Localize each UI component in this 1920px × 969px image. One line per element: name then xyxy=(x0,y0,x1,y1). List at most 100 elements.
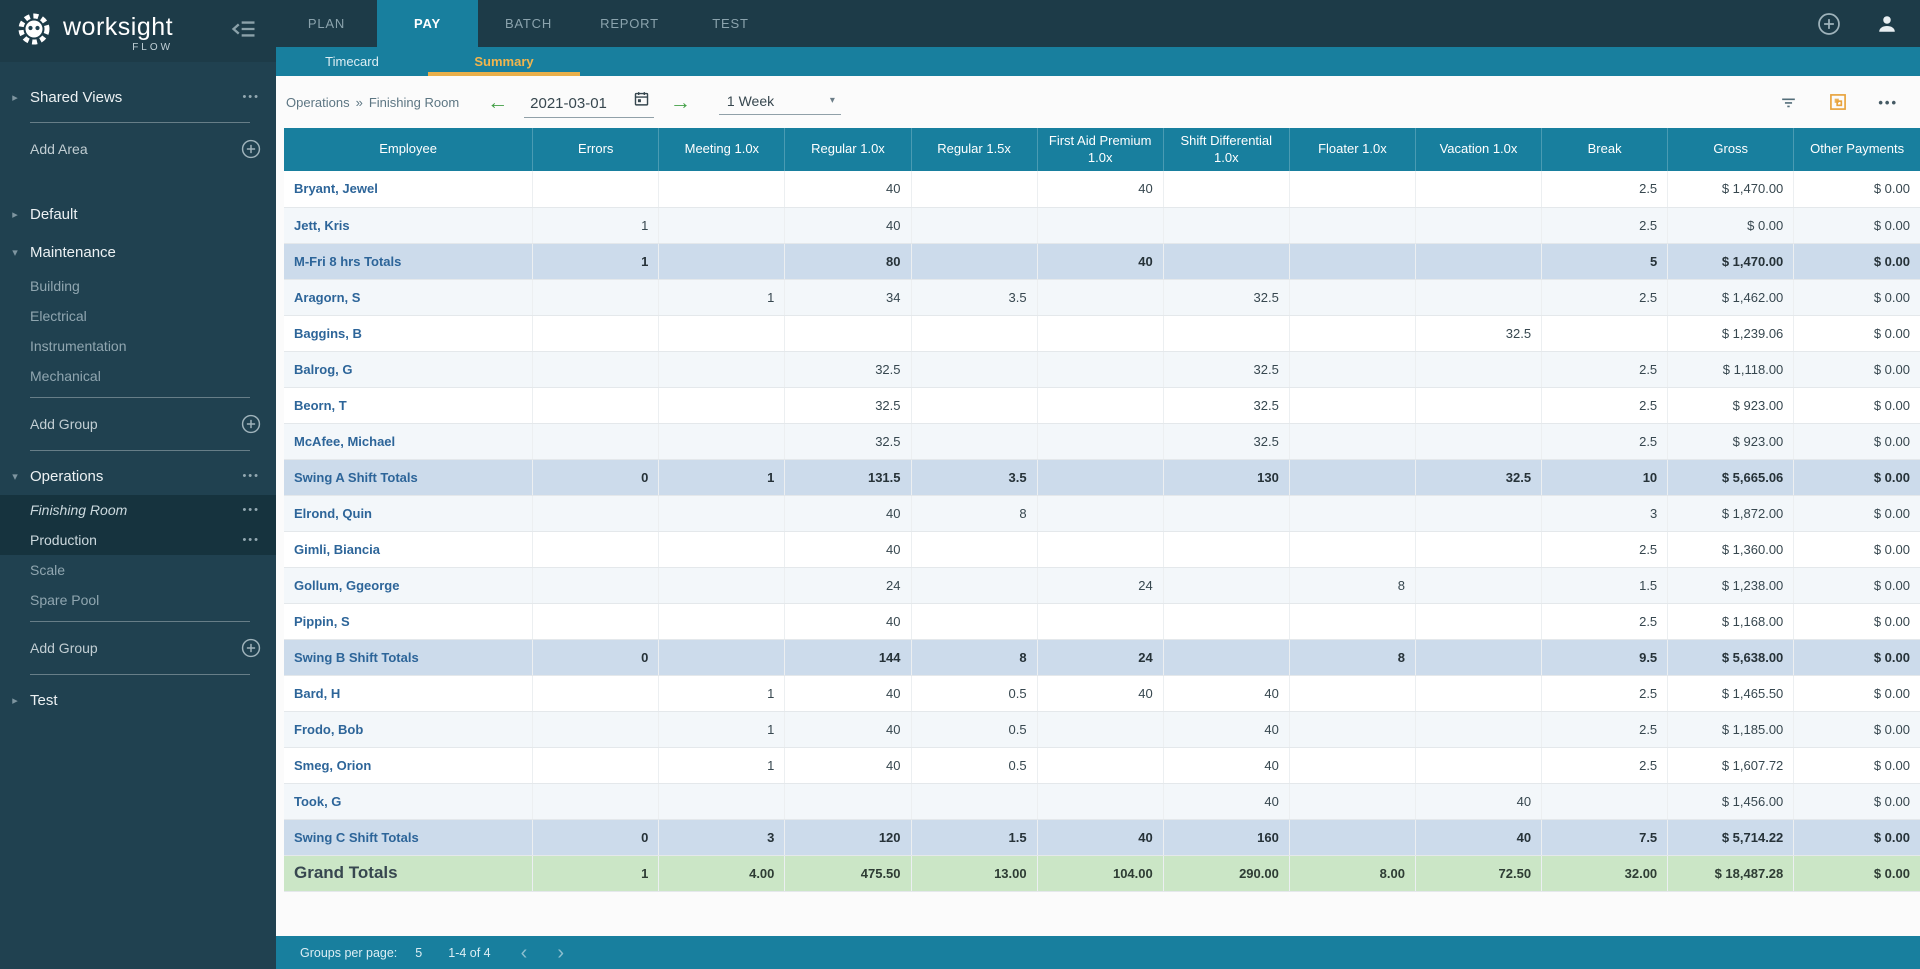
column-header-break: Break xyxy=(1541,128,1669,171)
sidebar-area-operations[interactable]: ▾ Operations ••• xyxy=(0,457,276,495)
cell-first-aid-premium-1-0x xyxy=(1037,351,1164,388)
add-group-button[interactable]: Add Group xyxy=(0,628,276,668)
add-group-button[interactable]: Add Group xyxy=(0,404,276,444)
employee-name[interactable]: Gimli, Biancia xyxy=(284,531,534,568)
cell-shift-differential-1-0x: 40 xyxy=(1163,711,1290,748)
user-account-icon[interactable] xyxy=(1876,13,1898,35)
sidebar-group-finishing-room[interactable]: Finishing Room ••• xyxy=(0,495,276,525)
employee-name[interactable]: Bard, H xyxy=(284,675,534,712)
cell-break: 2.5 xyxy=(1541,603,1669,640)
employee-name[interactable]: Beorn, T xyxy=(284,387,534,424)
sidebar-area-default[interactable]: ▸ Default xyxy=(0,195,276,233)
previous-page-icon[interactable]: ‹ xyxy=(520,941,528,964)
brand-subtitle: FLOW xyxy=(132,41,174,53)
sidebar-divider xyxy=(30,621,250,622)
add-area-button[interactable]: Add Area xyxy=(0,129,276,169)
employee-name[interactable]: Smeg, Orion xyxy=(284,747,534,784)
saved-layout-icon[interactable] xyxy=(1828,92,1848,112)
sidebar-area-maintenance[interactable]: ▾ Maintenance xyxy=(0,233,276,271)
cell-other-payments: $ 0.00 xyxy=(1793,603,1920,640)
sidebar-area-test[interactable]: ▸ Test xyxy=(0,681,276,719)
circle-plus-icon[interactable] xyxy=(240,138,262,160)
sidebar-collapse-icon[interactable] xyxy=(230,15,258,48)
tab-pay[interactable]: PAY xyxy=(377,0,478,47)
more-options-icon[interactable]: ••• xyxy=(242,534,260,546)
cell-regular-1-5x: 1.5 xyxy=(911,819,1038,856)
employee-name[interactable]: Gollum, Ggeorge xyxy=(284,567,534,604)
tab-report[interactable]: REPORT xyxy=(600,16,659,31)
date-input[interactable]: 2021-03-01 xyxy=(524,87,654,118)
breadcrumb-group[interactable]: Finishing Room xyxy=(368,94,460,110)
sidebar-group-production[interactable]: Production ••• xyxy=(0,525,276,555)
cell-gross: $ 1,607.72 xyxy=(1667,747,1795,784)
cell-vacation-1-0x xyxy=(1415,567,1543,604)
breadcrumb-area[interactable]: Operations xyxy=(286,94,350,110)
sidebar-group-instrumentation[interactable]: Instrumentation xyxy=(0,331,276,361)
circle-plus-icon[interactable] xyxy=(240,637,262,659)
cell-break: 2.5 xyxy=(1541,387,1669,424)
employee-name[interactable]: Elrond, Quin xyxy=(284,495,534,532)
column-header-floater-1-0x: Floater 1.0x xyxy=(1289,128,1416,171)
chevron-right-icon[interactable]: ▸ xyxy=(12,208,18,221)
employee-name[interactable]: Pippin, S xyxy=(284,603,534,640)
sidebar-item-label: Operations xyxy=(30,467,104,485)
add-button[interactable] xyxy=(1816,11,1842,37)
cell-meeting-1-0x: 1 xyxy=(658,711,786,748)
totals-label: Swing A Shift Totals xyxy=(284,459,534,496)
cell-regular-1-0x: 40 xyxy=(784,747,912,784)
subtab-summary[interactable]: Summary xyxy=(428,47,580,76)
chevron-down-icon[interactable]: ▾ xyxy=(12,470,18,483)
top-navigation-bar: PLAN PAY BATCH REPORT TEST xyxy=(276,0,1920,47)
chevron-right-icon[interactable]: ▸ xyxy=(12,694,18,707)
more-options-icon[interactable]: ••• xyxy=(1878,94,1898,110)
previous-period-arrow[interactable]: ← xyxy=(487,90,509,114)
subtab-timecard[interactable]: Timecard xyxy=(325,54,379,69)
filter-icon[interactable] xyxy=(1779,93,1798,112)
cell-first-aid-premium-1-0x xyxy=(1037,603,1164,640)
employee-name[interactable]: Frodo, Bob xyxy=(284,711,534,748)
employee-name[interactable]: Aragorn, S xyxy=(284,279,534,316)
sidebar-group-electrical[interactable]: Electrical xyxy=(0,301,276,331)
employee-name[interactable]: Bryant, Jewel xyxy=(284,171,534,208)
employee-name[interactable]: McAfee, Michael xyxy=(284,423,534,460)
next-page-icon[interactable]: › xyxy=(557,941,564,964)
cell-gross: $ 1,470.00 xyxy=(1667,243,1795,280)
employee-name[interactable]: Took, G xyxy=(284,783,534,820)
cell-regular-1-0x: 40 xyxy=(784,207,912,244)
more-options-icon[interactable]: ••• xyxy=(242,91,260,103)
cell-first-aid-premium-1-0x xyxy=(1037,387,1164,424)
chevron-down-icon[interactable]: ▾ xyxy=(12,246,18,259)
cell-gross: $ 923.00 xyxy=(1667,387,1795,424)
cell-meeting-1-0x: 1 xyxy=(658,459,786,496)
cell-gross: $ 1,360.00 xyxy=(1667,531,1795,568)
next-period-arrow[interactable]: → xyxy=(669,90,691,114)
more-options-icon[interactable]: ••• xyxy=(242,504,260,516)
cell-break: 32.00 xyxy=(1541,855,1669,892)
tab-test[interactable]: TEST xyxy=(712,16,749,31)
employee-name[interactable]: Balrog, G xyxy=(284,351,534,388)
tab-batch[interactable]: BATCH xyxy=(504,16,553,31)
period-select[interactable]: 1 Week ▾ xyxy=(718,90,841,115)
sidebar-group-scale[interactable]: Scale xyxy=(0,555,276,585)
cell-floater-1-0x xyxy=(1289,315,1416,352)
cell-errors xyxy=(532,603,660,640)
date-value: 2021-03-01 xyxy=(530,94,607,112)
cell-meeting-1-0x: 3 xyxy=(658,819,786,856)
sidebar-group-mechanical[interactable]: Mechanical xyxy=(0,361,276,391)
cell-regular-1-5x xyxy=(911,783,1038,820)
employee-name[interactable]: Baggins, B xyxy=(284,315,534,352)
sidebar-group-spare-pool[interactable]: Spare Pool xyxy=(0,585,276,615)
circle-plus-icon[interactable] xyxy=(240,413,262,435)
groups-per-page-value[interactable]: 5 xyxy=(415,945,423,960)
tab-plan[interactable]: PLAN xyxy=(307,16,346,31)
calendar-icon[interactable] xyxy=(633,90,650,112)
cell-break: 3 xyxy=(1541,495,1669,532)
sidebar-area-shared-views[interactable]: ▸ Shared Views ••• xyxy=(0,78,276,116)
cell-vacation-1-0x: 40 xyxy=(1415,819,1543,856)
sidebar-group-building[interactable]: Building xyxy=(0,271,276,301)
sidebar-item-label: Maintenance xyxy=(30,243,116,261)
more-options-icon[interactable]: ••• xyxy=(242,470,260,482)
chevron-right-icon[interactable]: ▸ xyxy=(12,91,18,104)
employee-name[interactable]: Jett, Kris xyxy=(284,207,534,244)
table-header-row: Employee Errors Meeting 1.0x Regular 1.0x Re… xyxy=(284,128,1920,171)
